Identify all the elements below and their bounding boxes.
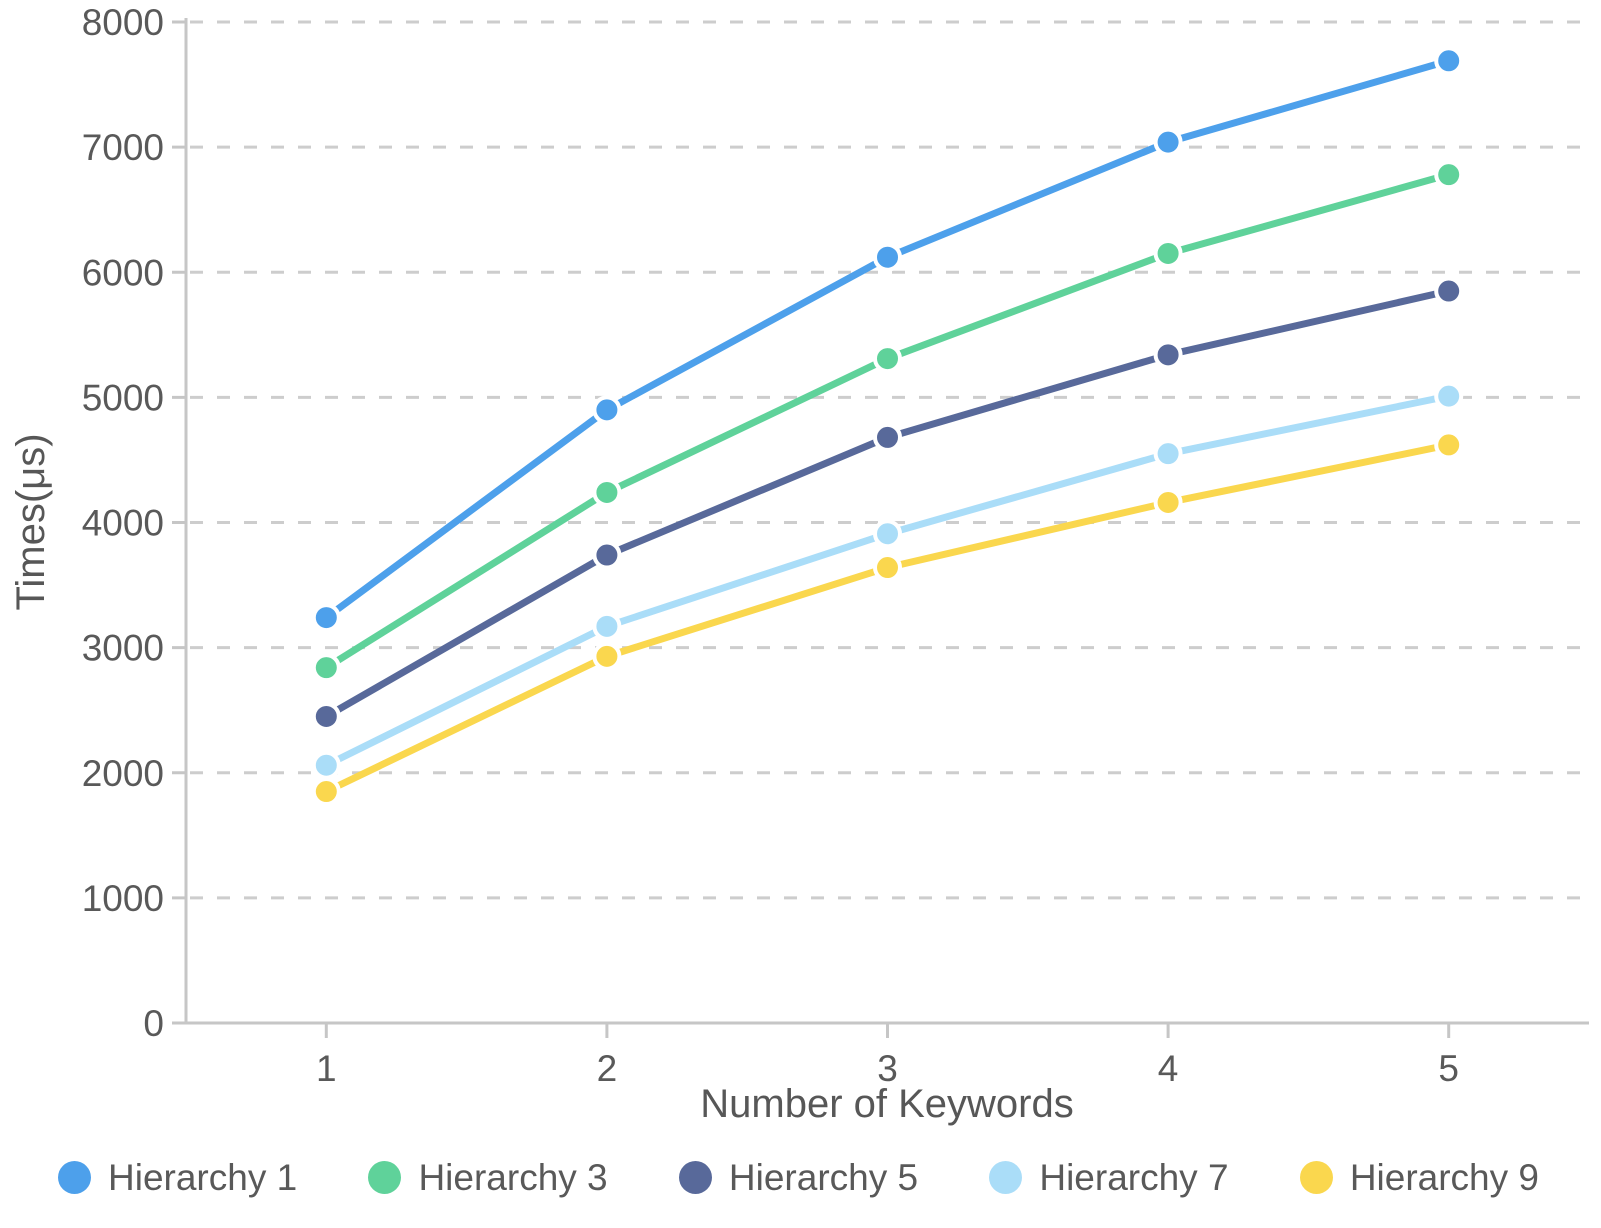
legend-label: Hierarchy 1 [108,1157,298,1198]
data-point-hierarchy-7-x3[interactable] [873,519,902,549]
data-point-hierarchy-3-x2[interactable] [592,477,622,507]
data-point-hierarchy-7-x1[interactable] [311,750,341,780]
legend-item-hierarchy-3[interactable]: Hierarchy 3 [368,1157,608,1198]
axes [172,18,1589,1038]
legend-label: Hierarchy 9 [1349,1157,1539,1198]
data-point-hierarchy-5-x5[interactable] [1434,276,1464,306]
data-point-hierarchy-9-x1[interactable] [311,777,341,807]
y-tick-label: 2000 [82,753,164,794]
y-tick-label: 3000 [82,628,164,669]
y-axis-title: Times(μs) [9,433,53,610]
data-point-hierarchy-3-x3[interactable] [873,344,902,374]
y-tick-label: 6000 [82,252,164,293]
x-tick-label: 3 [877,1048,898,1089]
data-point-hierarchy-1-x4[interactable] [1153,127,1183,157]
data-point-hierarchy-1-x5[interactable] [1434,46,1464,76]
x-axis-title: Number of Keywords [700,1082,1073,1126]
x-tick-label: 4 [1158,1048,1179,1089]
y-axis-tick-labels: 0 1000 2000 3000 4000 5000 6000 7000 8000 [82,2,164,1044]
data-point-hierarchy-7-x4[interactable] [1153,439,1183,469]
x-tick-label: 5 [1438,1048,1459,1089]
series-points [311,46,1464,807]
legend-item-hierarchy-7[interactable]: Hierarchy 7 [989,1157,1229,1198]
legend-item-hierarchy-5[interactable]: Hierarchy 5 [678,1157,919,1198]
data-point-hierarchy-1-x1[interactable] [311,603,341,633]
legend-item-hierarchy-9[interactable]: Hierarchy 9 [1299,1157,1539,1198]
legend-swatch-icon [58,1161,91,1194]
data-point-hierarchy-5-x2[interactable] [592,540,622,570]
legend-swatch-icon [678,1161,712,1194]
data-point-hierarchy-9-x3[interactable] [873,553,902,583]
legend-item-hierarchy-1[interactable]: Hierarchy 1 [58,1159,297,1196]
y-tick-label: 5000 [82,377,164,418]
data-point-hierarchy-3-x5[interactable] [1434,160,1464,190]
data-point-hierarchy-5-x3[interactable] [873,422,902,452]
y-tick-label: 7000 [82,127,164,168]
legend-swatch-icon [1299,1161,1333,1194]
data-point-hierarchy-7-x2[interactable] [592,611,622,641]
y-tick-label: 1000 [82,878,164,919]
data-point-hierarchy-5-x4[interactable] [1153,340,1183,370]
legend-swatch-icon [368,1161,402,1194]
data-point-hierarchy-9-x2[interactable] [592,641,622,671]
x-tick-label: 2 [597,1048,618,1089]
data-point-hierarchy-9-x4[interactable] [1153,487,1183,517]
legend-label: Hierarchy 3 [418,1157,608,1198]
chart-legend: Hierarchy 1 Hierarchy 3 Hierarchy 5 Hierarc… [0,1135,1601,1228]
legend-label: Hierarchy 7 [1039,1157,1229,1198]
x-tick-label: 1 [316,1048,337,1089]
x-axis-tick-labels: 1 2 3 4 5 [316,1048,1459,1089]
y-tick-label: 0 [143,1003,164,1044]
data-point-hierarchy-3-x1[interactable] [311,653,341,683]
data-point-hierarchy-7-x5[interactable] [1434,381,1464,411]
y-tick-label: 8000 [82,2,164,43]
y-tick-label: 4000 [82,503,164,544]
data-point-hierarchy-1-x2[interactable] [592,395,622,425]
data-point-hierarchy-9-x5[interactable] [1434,430,1464,460]
legend-label: Hierarchy 5 [728,1157,919,1198]
data-point-hierarchy-5-x1[interactable] [311,701,341,731]
data-point-hierarchy-1-x3[interactable] [873,242,902,272]
data-point-hierarchy-3-x4[interactable] [1153,238,1183,268]
legend-swatch-icon [989,1161,1023,1194]
